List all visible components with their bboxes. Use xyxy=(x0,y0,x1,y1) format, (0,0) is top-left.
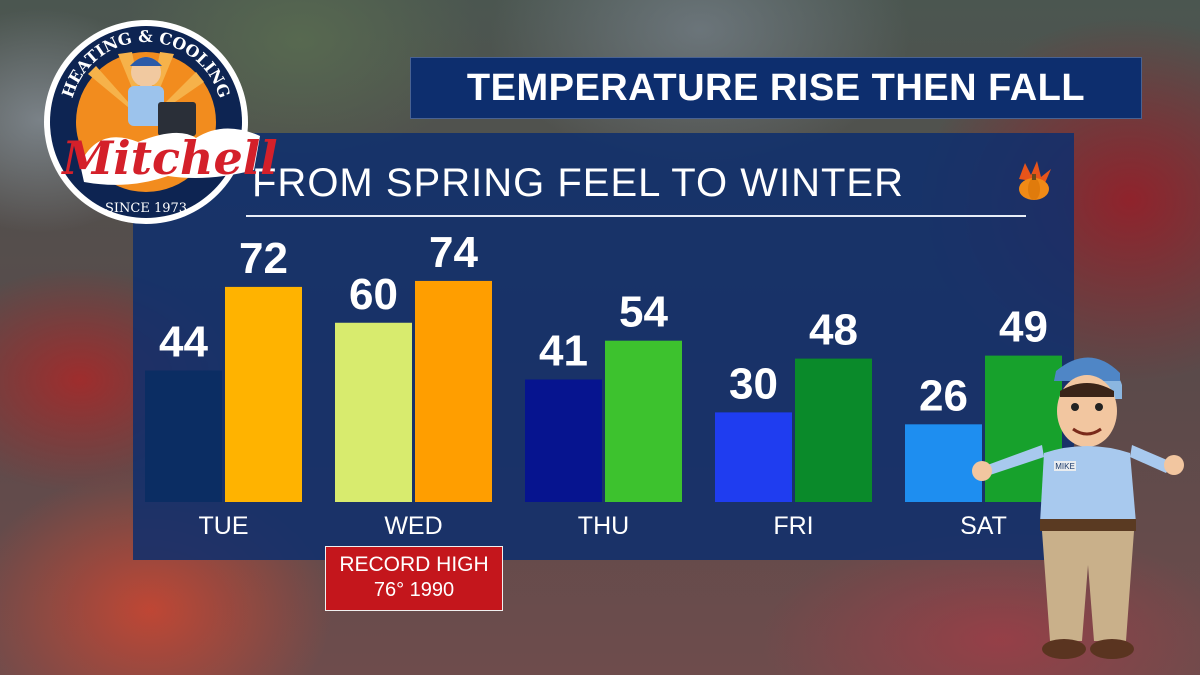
bar-wed-low xyxy=(335,322,412,502)
bar-fri-high xyxy=(795,358,872,502)
subtitle-divider xyxy=(246,215,1026,217)
value-label-tue-high: 72 xyxy=(239,234,288,283)
value-label-thu-low: 41 xyxy=(539,327,588,376)
mascot-badge: MIKE xyxy=(1055,462,1075,471)
value-label-wed-low: 60 xyxy=(349,270,398,319)
value-label-sat-high: 49 xyxy=(999,303,1048,352)
value-label-tue-low: 44 xyxy=(159,318,208,367)
logo-since-text: SINCE 1973 xyxy=(105,201,187,216)
day-label-tue: TUE xyxy=(199,512,249,540)
value-label-fri-low: 30 xyxy=(729,359,778,408)
day-label-wed: WED xyxy=(384,512,442,540)
title-banner: TEMPERATURE RISE THEN FALL xyxy=(410,57,1142,119)
chart-panel: FROM SPRING FEEL TO WINTER 44 72 TUE 60 74 WE… xyxy=(133,133,1074,560)
day-label-thu: THU xyxy=(578,512,629,540)
mascot-figure: MIKE xyxy=(972,357,1184,659)
bar-fri-low xyxy=(715,412,792,502)
bar-chart: 44 72 TUE 60 74 WED 41 54 THU 30 48 FRI 26 49 SAT xyxy=(145,228,1062,540)
value-label-thu-high: 54 xyxy=(619,288,668,337)
day-label-fri: FRI xyxy=(773,512,813,540)
bar-thu-low xyxy=(525,379,602,502)
bar-tue-low xyxy=(145,370,222,502)
bar-thu-high xyxy=(605,340,682,502)
bar-tue-high xyxy=(225,286,302,502)
day-label-sat: SAT xyxy=(960,512,1007,540)
chart-subtitle: FROM SPRING FEEL TO WINTER xyxy=(252,161,904,205)
value-label-sat-low: 26 xyxy=(919,371,968,420)
logo-brand-text: Mitchell xyxy=(60,131,277,185)
value-label-fri-high: 48 xyxy=(809,306,858,355)
mitchell-logo: Mitchell SINCE 1973 HEATING & COOLING xyxy=(44,20,278,224)
chart-title: TEMPERATURE RISE THEN FALL xyxy=(466,66,1086,109)
value-label-wed-high: 74 xyxy=(429,228,478,277)
record-high-value: 76° 1990 xyxy=(373,579,455,601)
record-high-label: RECORD HIGH xyxy=(339,553,489,576)
pumpkin-leaves-icon xyxy=(1019,161,1051,200)
bar-sat-low xyxy=(905,424,982,502)
record-high-box: RECORD HIGH 76° 1990 xyxy=(325,546,503,611)
bar-wed-high xyxy=(415,280,492,502)
